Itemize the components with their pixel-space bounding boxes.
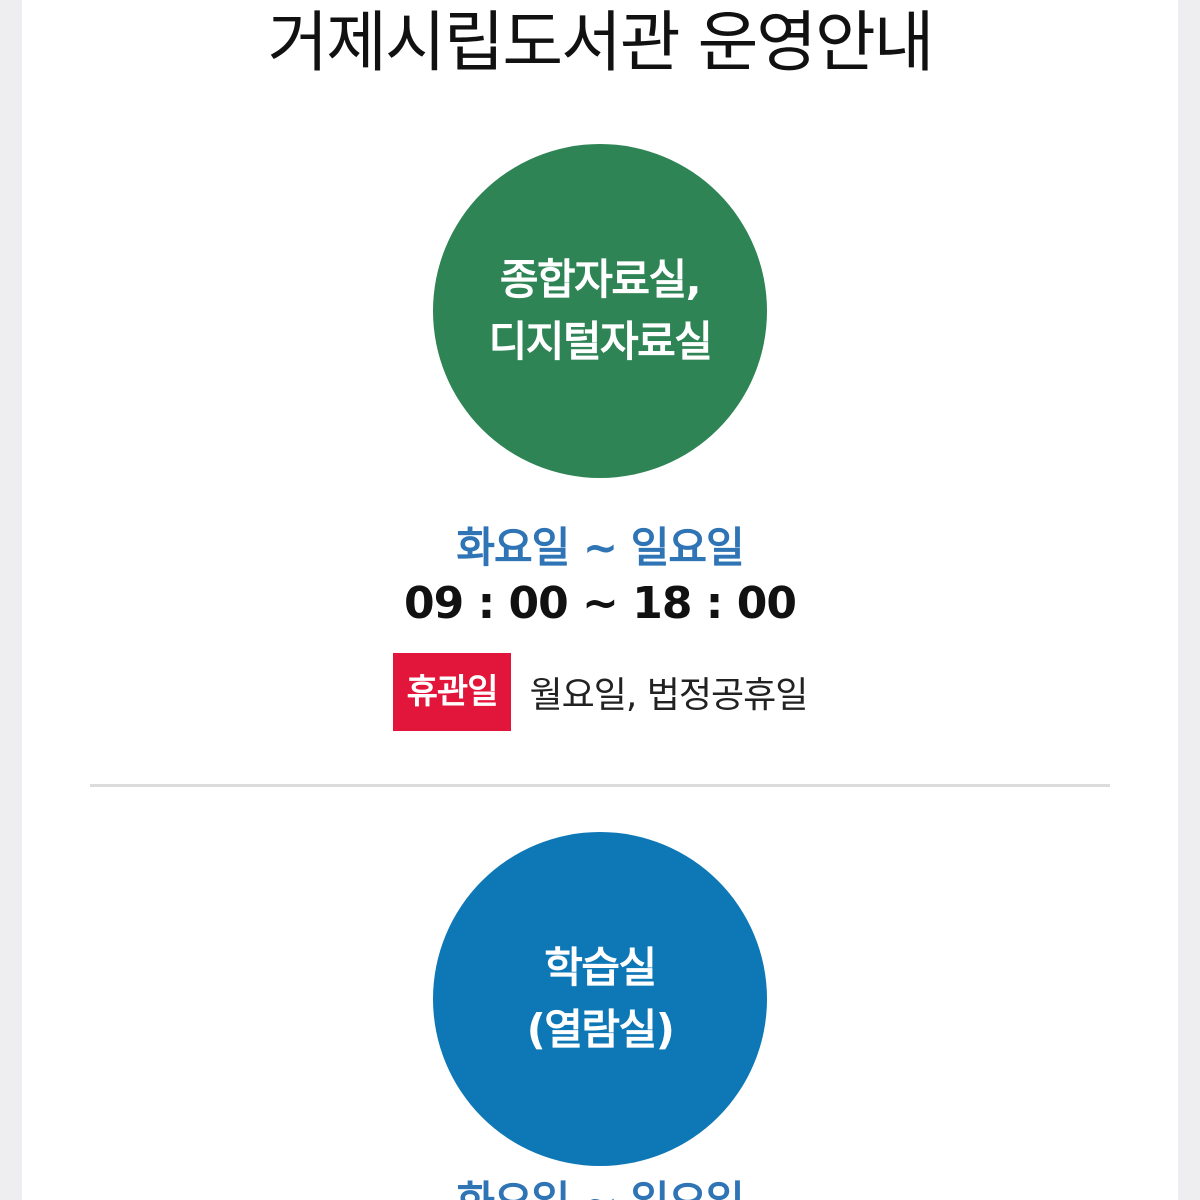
closed-days: 월요일, 법정공휴일: [529, 675, 808, 716]
room-name-line1: 종합자료실,: [499, 255, 702, 304]
room-name-line1: 학습실: [544, 943, 657, 992]
page: 거제시립도서관 운영안내 종합자료실, 디지털자료실 화요일 ~ 일요일 09 …: [22, 0, 1178, 1200]
section-study-room: 학습실 (열람실) 화요일 ~ 일요일: [22, 0, 1178, 1200]
open-days: 화요일 ~ 일요일: [456, 523, 744, 572]
open-hours: 09 : 00 ~ 18 : 00: [404, 578, 797, 629]
closed-badge: 휴관일: [392, 653, 512, 731]
room-name-line2: 디지털자료실: [488, 317, 713, 366]
room-name-line2: (열람실): [526, 1005, 675, 1054]
room-circle-general-digital: 종합자료실, 디지털자료실: [433, 144, 767, 478]
section-general-digital-room: 종합자료실, 디지털자료실 화요일 ~ 일요일 09 : 00 ~ 18 : 0…: [22, 0, 1178, 760]
open-days: 화요일 ~ 일요일: [22, 1168, 1178, 1200]
section-divider: [90, 784, 1110, 787]
closed-row: 휴관일 월요일, 법정공휴일: [22, 653, 1178, 731]
page-title: 거제시립도서관 운영안내: [267, 4, 935, 81]
room-circle-study: 학습실 (열람실): [433, 832, 767, 1166]
